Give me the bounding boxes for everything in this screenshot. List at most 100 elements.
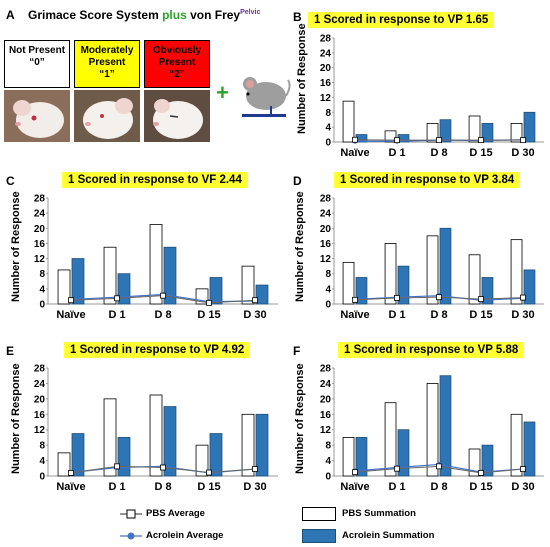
bar-acrolein-summation <box>523 421 536 477</box>
panel-letter-e: E <box>6 344 15 358</box>
ylabel-c: Number of Response <box>10 191 22 302</box>
panel-letter-f: F <box>293 344 301 358</box>
bar-acrolein-summation <box>163 246 177 305</box>
score-box-0: Not Present “0” <box>4 40 70 88</box>
bar-acrolein-summation <box>439 375 452 477</box>
point-pbs-average <box>352 136 358 143</box>
x-tick-label: D 8 <box>430 481 447 493</box>
chart-c: 0 4 8 12 16 20 24 28 Naïve D 1 D 8 D 15 D 30 <box>34 194 278 321</box>
legend-acrolein-summation: Acrolein Summation <box>342 530 435 541</box>
bar-acrolein-summation <box>481 444 494 477</box>
x-tick-label: D 30 <box>511 147 534 159</box>
bar-acrolein-summation <box>209 277 223 305</box>
y-tick-label: 4 <box>39 284 45 295</box>
ylabel-d: Number of Response <box>294 191 306 302</box>
x-tick-label: Naïve <box>340 147 369 159</box>
legend-acrolein-average-marker <box>120 532 142 540</box>
y-tick-label: 12 <box>34 254 46 265</box>
x-tick-label: D 15 <box>469 309 492 321</box>
point-pbs-average <box>520 294 526 301</box>
x-tick-label: D 1 <box>388 309 405 321</box>
y-tick-label: 8 <box>325 441 331 452</box>
bar-acrolein-summation <box>117 437 131 477</box>
bar-acrolein-summation <box>71 433 85 477</box>
bar-acrolein-summation <box>481 123 494 143</box>
y-tick-label: 8 <box>325 108 331 119</box>
bar-acrolein-summation <box>523 269 536 305</box>
bar-pbs-summation <box>342 100 355 143</box>
y-tick-label: 24 <box>320 209 332 220</box>
bar-acrolein-summation <box>481 277 494 305</box>
ylabel-b: Number of Response <box>296 23 308 134</box>
panel-letter-b: B <box>293 10 302 24</box>
point-pbs-average <box>252 466 258 472</box>
bar-acrolein-summation <box>71 258 85 305</box>
bar-pbs-summation <box>468 448 481 477</box>
chart-b: 0 4 8 12 16 20 24 28 Naïve D 1 D 8 D 15 D 30 <box>320 34 544 159</box>
bar-acrolein-summation <box>255 284 269 305</box>
x-tick-label: D 8 <box>154 309 171 321</box>
x-tick-label: D 30 <box>511 309 534 321</box>
point-pbs-average <box>68 470 74 476</box>
bar-acrolein-summation <box>209 433 223 477</box>
point-pbs-average <box>160 292 166 299</box>
y-tick-label: 28 <box>320 194 332 205</box>
y-tick-label: 0 <box>325 138 331 149</box>
chart-d: 0 4 8 12 16 20 24 28 Naïve D 1 D 8 D 15 D 30 <box>320 194 544 321</box>
chart-title-f: 1 Scored in response to VP 5.88 <box>338 342 525 358</box>
y-tick-label: 16 <box>34 410 46 421</box>
y-tick-label: 24 <box>320 379 332 390</box>
x-tick-label: Naïve <box>56 481 85 493</box>
point-pbs-average <box>352 296 358 303</box>
y-tick-label: 24 <box>34 379 46 390</box>
bar-pbs-summation <box>426 383 439 477</box>
mouse-photo-0 <box>4 90 70 142</box>
bar-pbs-summation <box>510 123 523 143</box>
panel-letter-d: D <box>293 174 302 188</box>
x-tick-label: D 1 <box>108 309 125 321</box>
bar-pbs-summation <box>510 239 523 305</box>
bar-acrolein-summation <box>255 413 269 477</box>
x-tick-label: Naïve <box>340 309 369 321</box>
y-tick-label: 16 <box>320 410 332 421</box>
bar-acrolein-summation <box>397 265 410 305</box>
y-tick-label: 16 <box>34 239 46 250</box>
y-tick-label: 0 <box>325 300 331 311</box>
grimace-title: Grimace Score System plus von FreyPelvic <box>28 8 261 22</box>
bar-pbs-summation <box>384 402 397 477</box>
y-tick-label: 8 <box>39 269 45 280</box>
y-tick-label: 12 <box>320 425 332 436</box>
panel-letter-c: C <box>6 174 15 188</box>
x-tick-label: D 8 <box>154 481 171 493</box>
x-tick-label: D 15 <box>197 309 220 321</box>
chart-title-b: 1 Scored in response to VP 1.65 <box>308 12 495 28</box>
point-pbs-average <box>206 469 212 476</box>
point-pbs-average <box>68 297 74 304</box>
y-tick-label: 4 <box>39 456 45 467</box>
ylabel-f: Number of Response <box>294 363 306 474</box>
bar-pbs-summation <box>103 398 117 477</box>
bar-acrolein-summation <box>439 227 452 305</box>
chart-e: 0 4 8 12 16 20 24 28 Naïve D 1 D 8 D 15 D 30 <box>34 364 278 493</box>
point-pbs-average <box>160 464 166 471</box>
bar-pbs-summation <box>57 269 71 305</box>
bar-pbs-summation <box>426 235 439 305</box>
y-tick-label: 16 <box>320 78 332 89</box>
y-tick-label: 20 <box>34 394 46 405</box>
chart-title-e: 1 Scored in response to VP 4.92 <box>64 342 251 358</box>
y-tick-label: 16 <box>320 239 332 250</box>
legend-pbs-average: PBS Average <box>146 508 205 519</box>
ylabel-e: Number of Response <box>10 363 22 474</box>
legend-pbs-summation-swatch <box>302 507 336 521</box>
point-pbs-average <box>478 296 484 302</box>
y-tick-label: 4 <box>325 456 331 467</box>
plus-sign: + <box>216 80 229 105</box>
y-tick-label: 0 <box>39 472 45 483</box>
panel-letter-a: A <box>6 8 15 22</box>
y-tick-label: 8 <box>39 441 45 452</box>
chart-title-c: 1 Scored in response to VF 2.44 <box>62 172 248 188</box>
point-pbs-average <box>478 470 484 476</box>
point-pbs-average <box>436 294 442 301</box>
bar-pbs-summation <box>149 224 163 305</box>
bar-pbs-summation <box>103 246 117 305</box>
